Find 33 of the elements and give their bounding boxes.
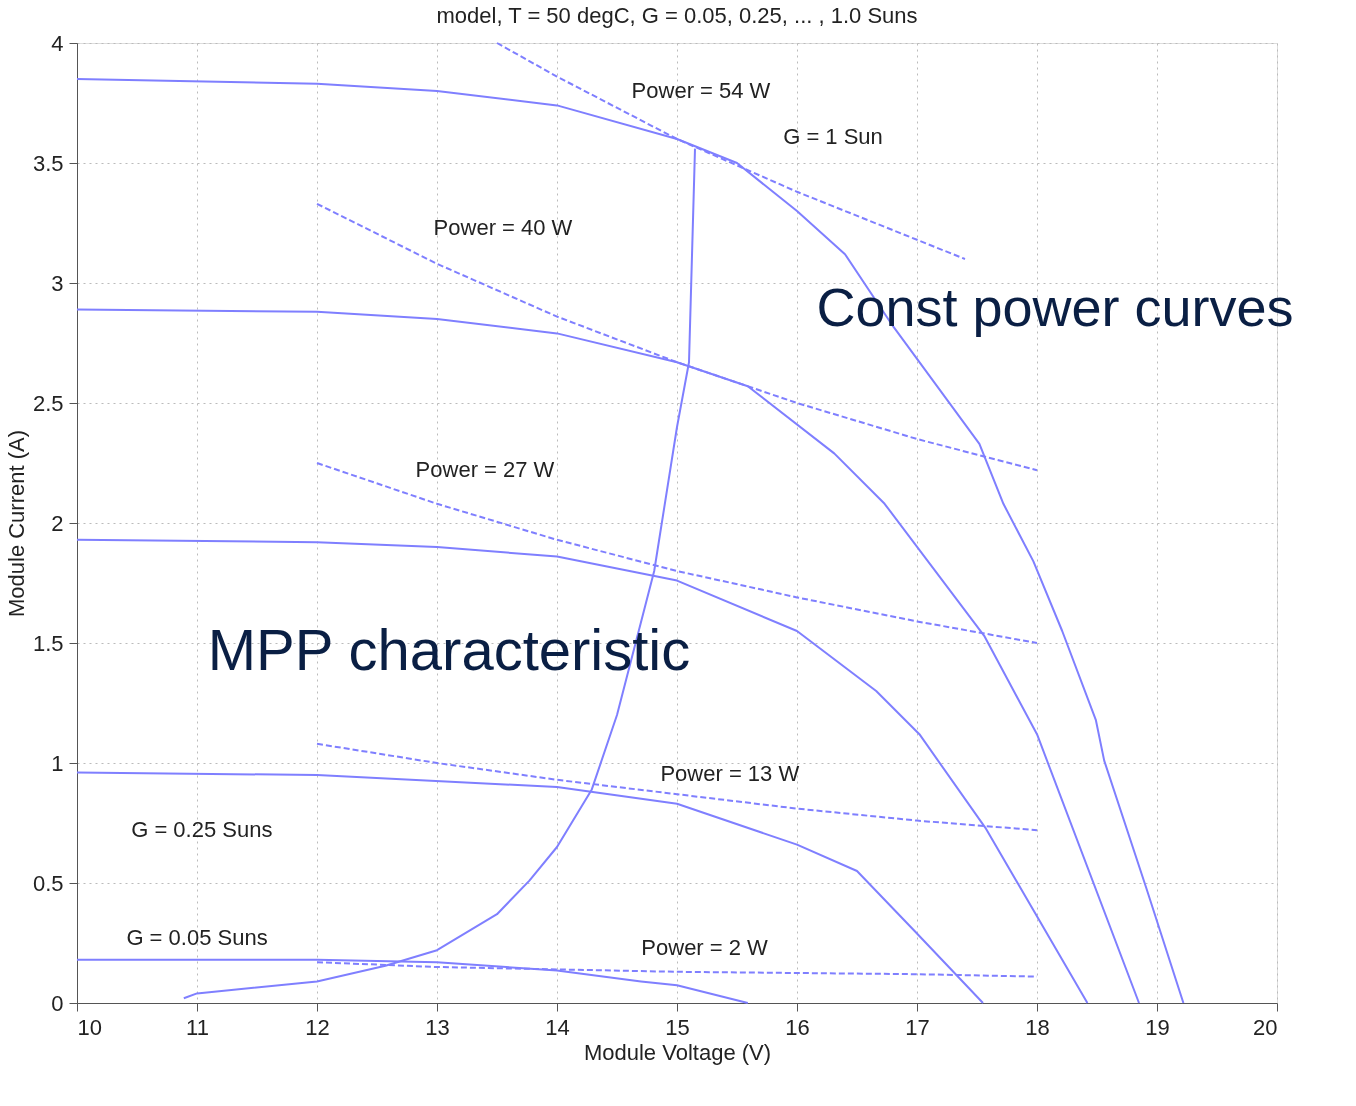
annotation: G = 0.25 Suns <box>131 817 273 843</box>
x-tick-label: 18 <box>1025 1014 1050 1040</box>
annotation: Power = 27 W <box>415 457 555 483</box>
x-tick-label: 11 <box>186 1014 209 1040</box>
x-tick-label: 13 <box>425 1014 450 1040</box>
x-tick-label: 16 <box>785 1014 810 1040</box>
annotation: Power = 54 W <box>631 78 771 103</box>
y-tick-label: 3.5 <box>32 150 64 176</box>
x-tick-label: 12 <box>305 1014 330 1040</box>
y-tick-label: 0.5 <box>32 870 64 896</box>
x-tick-label: 20 <box>1253 1014 1278 1040</box>
y-tick-label: 0 <box>51 990 64 1016</box>
y-tick-label: 2 <box>51 510 64 536</box>
x-axis-title: Module Voltage (V) <box>583 1039 772 1065</box>
y-axis-title: Module Current (A) <box>3 429 29 618</box>
chart-title: model, T = 50 degC, G = 0.05, 0.25, ... , 1.0 Suns <box>436 3 918 28</box>
x-tick-label: 17 <box>905 1014 930 1040</box>
x-tick-label: 14 <box>545 1014 570 1040</box>
y-tick-label: 1 <box>51 750 64 776</box>
annotation: Power = 13 W <box>660 760 800 786</box>
x-tick-label: 19 <box>1145 1014 1170 1040</box>
x-tick-label: 10 <box>77 1014 102 1040</box>
annotation: G = 0.05 Suns <box>126 924 268 950</box>
annotation: Power = 2 W <box>641 935 769 961</box>
y-tick-label: 2.5 <box>32 390 64 416</box>
x-tick-label: 15 <box>665 1014 690 1040</box>
y-tick-label: 4 <box>51 30 64 56</box>
annotation: G = 1 Sun <box>783 124 883 150</box>
annotation: Const power curves <box>816 276 1294 337</box>
annotation: Power = 40 W <box>433 215 573 241</box>
y-tick-label: 3 <box>51 270 64 296</box>
y-tick-label: 1.5 <box>32 630 64 656</box>
annotation: MPP characteristic <box>207 616 691 682</box>
